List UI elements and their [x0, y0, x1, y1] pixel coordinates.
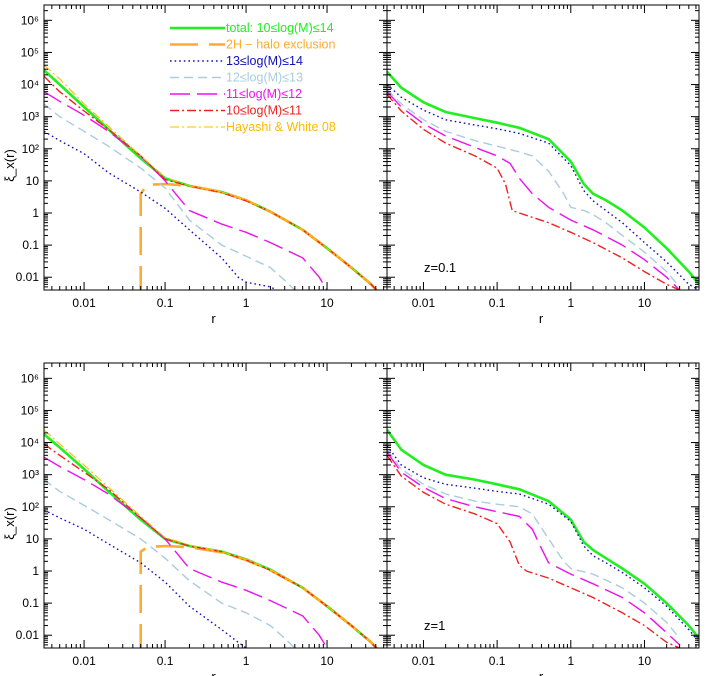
legend-label: 11≤log(M)≤12 [226, 87, 302, 101]
series-line-1 [139, 544, 379, 648]
legend-label: Hayashi & White 08 [226, 120, 336, 134]
legend-label: 13≤log(M)≤14 [226, 54, 303, 68]
x-tick-label: 1 [243, 296, 250, 310]
x-tick-label: 0.01 [72, 296, 96, 310]
y-tick-label: 10² [22, 500, 39, 514]
y-tick-label: 10³ [22, 468, 39, 482]
legend-label: total: 10≤log(M)≤14 [226, 21, 334, 35]
series-line-6 [44, 64, 372, 285]
series-line-0 [387, 429, 699, 640]
redshift-label: z=0.1 [424, 260, 456, 275]
y-tick-label: 0.1 [22, 596, 39, 610]
y-tick-label: 0.01 [16, 270, 40, 284]
y-tick-label: 10⁵ [21, 45, 39, 59]
y-tick-label: 10³ [22, 110, 39, 124]
x-tick-label: 10 [320, 296, 334, 310]
series-line-4 [44, 91, 328, 290]
x-axis-title: r [539, 669, 544, 676]
series-line-2 [44, 509, 247, 648]
series-line-2 [387, 89, 681, 288]
legend-label: 12≤log(M)≤13 [226, 71, 303, 85]
x-tick-label: 1 [567, 296, 574, 310]
x-tick-label: 10 [320, 654, 334, 668]
series-line-6 [44, 429, 372, 643]
series-line-2 [387, 449, 681, 639]
y-tick-label: 10⁵ [21, 403, 39, 417]
redshift-label: z=1 [424, 618, 445, 633]
series-line-3 [387, 451, 681, 646]
panel-top-right: 0.01 0.1 1 10 r z=0.1 [386, 4, 700, 326]
series-line-0 [44, 69, 379, 290]
y-tick-label: 10² [22, 142, 39, 156]
legend: total: 10≤log(M)≤14 2H − halo exclusion 13… [170, 21, 336, 134]
plot-frame [43, 4, 388, 291]
y-tick-label: 0.01 [16, 628, 40, 642]
x-tick-label: 10 [638, 296, 652, 310]
series-line-1 [139, 182, 379, 290]
y-tick-label: 10⁶ [21, 371, 39, 385]
y-tick-label: 10⁶ [21, 13, 39, 27]
legend-label: 2H − halo exclusion [226, 38, 335, 52]
x-tick-label: 0.01 [72, 654, 96, 668]
y-tick-label: 10 [26, 532, 40, 546]
series-line-4 [387, 93, 680, 290]
x-tick-label: 0.1 [489, 654, 506, 668]
y-tick-label: 0.1 [22, 238, 39, 252]
series-line-3 [44, 479, 296, 648]
y-tick-label: 10 [26, 174, 40, 188]
y-axis-title: ξ_x(r) [2, 507, 17, 540]
x-axis-title: r [211, 669, 216, 676]
panel-bottom-right: 0.01 0.1 1 10 r z=1 [386, 362, 700, 676]
x-tick-label: 1 [243, 654, 250, 668]
series-line-1 [387, 445, 699, 643]
x-axis-title: r [539, 311, 544, 326]
series-line-4 [387, 454, 680, 648]
y-tick-label: 10⁴ [20, 78, 39, 92]
series-line-1 [387, 83, 699, 290]
series-line-4 [44, 456, 328, 648]
plot-frame [43, 362, 388, 649]
plot-frame [386, 362, 700, 649]
legend-label: 10≤log(M)≤11 [226, 104, 302, 118]
y-axis-title: ξ_x(r) [2, 149, 17, 182]
series-line-0 [387, 70, 699, 286]
plot-frame [386, 4, 700, 291]
series-line-0 [44, 433, 379, 648]
panel-top-left: 0.01 0.1 1 10 r 0.01 0.1 1 10 10² 10³ 10⁴ 10⁵ 10⁶ ξ_x(… [2, 4, 388, 326]
x-tick-label: 1 [567, 654, 574, 668]
series-line-2 [44, 130, 279, 290]
x-tick-label: 10 [638, 654, 652, 668]
series-line-5 [44, 75, 378, 290]
x-tick-label: 0.1 [489, 296, 506, 310]
x-tick-label: 0.01 [412, 654, 436, 668]
panel-bottom-left: 0.01 0.1 1 10 r 0.01 0.1 1 10 10² 10³ 10⁴ 10⁵ 10⁶ ξ_x(… [2, 362, 388, 676]
series-line-3 [387, 91, 681, 290]
x-tick-label: 0.01 [412, 296, 436, 310]
x-tick-label: 0.1 [157, 296, 174, 310]
x-axis-title: r [211, 311, 216, 326]
y-tick-label: 1 [32, 206, 39, 220]
x-tick-label: 0.1 [157, 654, 174, 668]
y-tick-label: 10⁴ [20, 436, 39, 450]
series-line-5 [44, 443, 378, 648]
y-tick-label: 1 [32, 564, 39, 578]
series-line-3 [44, 103, 296, 290]
